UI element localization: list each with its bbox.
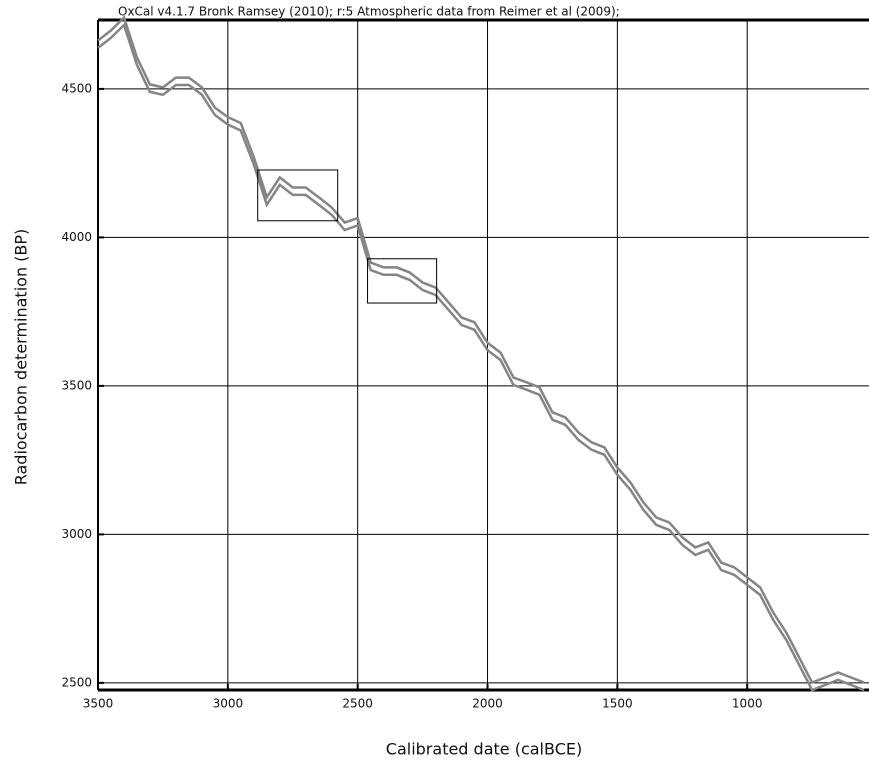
x-tick-label: 1500	[602, 697, 633, 711]
x-tick-label: 3500	[83, 697, 114, 711]
highlight-box	[257, 169, 339, 222]
highlight-box	[367, 258, 438, 304]
x-axis-label: Calibrated date (calBCE)	[386, 740, 582, 759]
x-tick-label: 1000	[732, 697, 763, 711]
y-tick-label: 4000	[61, 230, 92, 244]
y-tick-label: 4500	[61, 81, 92, 95]
x-tick-label: 3000	[213, 697, 244, 711]
curve	[97, 15, 865, 685]
x-tick-label: 2500	[342, 697, 373, 711]
y-tick-label: 2500	[61, 675, 92, 689]
chart-title: OxCal v4.1.7 Bronk Ramsey (2010); r:5 At…	[118, 5, 620, 19]
x-tick-label: 2000	[472, 697, 503, 711]
y-axis-label: Radiocarbon determination (BP)	[12, 229, 31, 486]
y-tick-label: 3500	[61, 378, 92, 392]
y-tick-label: 3000	[61, 527, 92, 541]
curve	[97, 22, 865, 692]
